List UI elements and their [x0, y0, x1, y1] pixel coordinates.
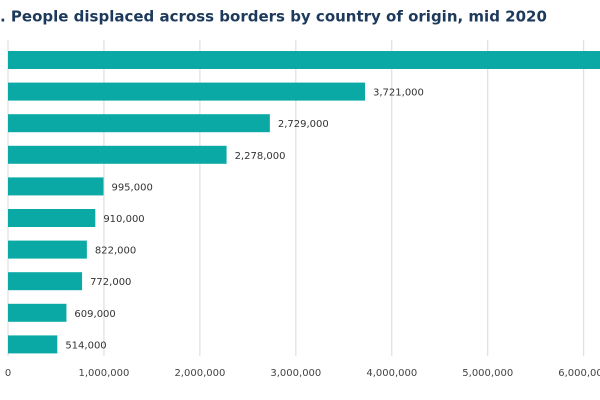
x-tick-label: 0 — [5, 368, 11, 379]
x-tick-label: 4,000,000 — [366, 368, 417, 379]
bar — [8, 82, 366, 101]
x-tick-label: 2,000,000 — [174, 368, 225, 379]
value-label: 995,000 — [111, 182, 152, 193]
bar — [8, 114, 270, 133]
x-tick-label: 6,000,000 — [558, 368, 600, 379]
value-label: 514,000 — [65, 340, 106, 351]
value-label: 609,000 — [74, 309, 115, 320]
x-tick-label: 3,000,000 — [270, 368, 321, 379]
x-tick-label: 5,000,000 — [462, 368, 513, 379]
bar — [8, 177, 104, 196]
value-label: 3,721,000 — [373, 88, 424, 99]
bar — [8, 272, 83, 291]
bar — [8, 51, 600, 69]
value-label: 910,000 — [103, 214, 144, 225]
value-label: 2,729,000 — [278, 119, 329, 130]
value-label: 822,000 — [95, 246, 136, 257]
chart-title: . People displaced across borders by cou… — [0, 8, 547, 26]
bar — [8, 240, 87, 259]
bar — [8, 303, 67, 322]
value-label: 772,000 — [90, 277, 131, 288]
bar — [8, 335, 58, 354]
value-label: 2,278,000 — [235, 151, 286, 162]
bar — [8, 209, 96, 227]
x-tick-label: 1,000,000 — [78, 368, 129, 379]
bar — [8, 145, 227, 164]
